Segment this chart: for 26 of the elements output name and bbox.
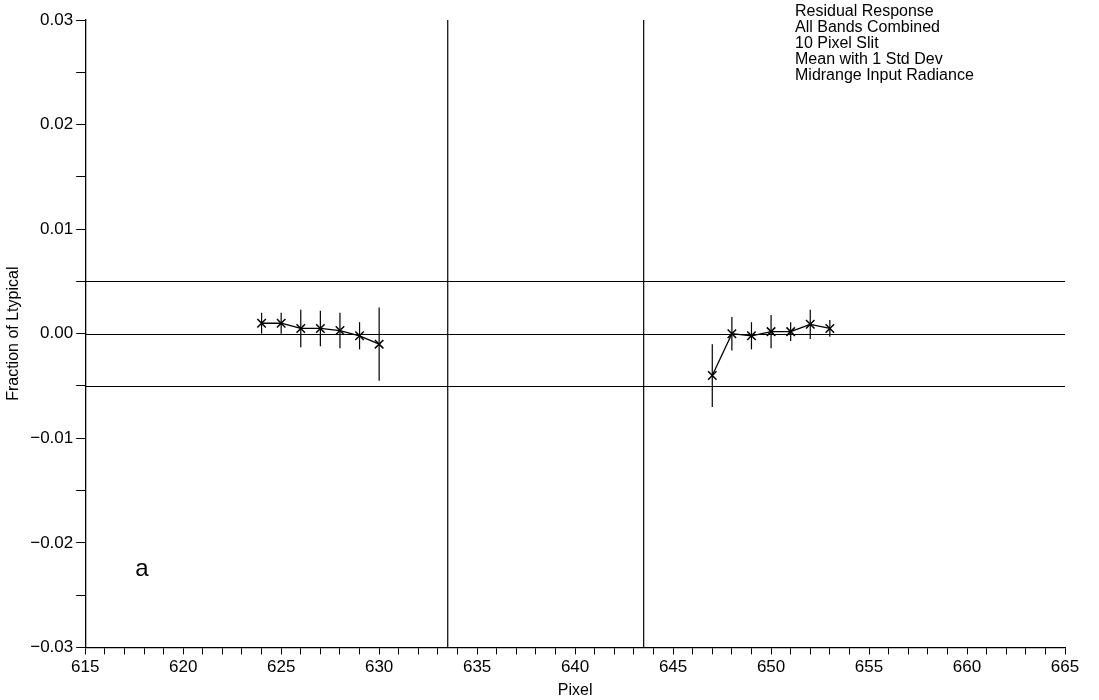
y-tick-label: 0.02 — [40, 114, 74, 134]
x-tick-label: 650 — [756, 657, 786, 677]
x-tick-label: 635 — [462, 657, 492, 677]
annotation: 10 Pixel Slit — [795, 34, 880, 52]
annotation: All Bands Combined — [795, 18, 940, 36]
x-axis-title: Pixel — [557, 680, 593, 698]
x-tick-label: 615 — [71, 657, 100, 677]
x-tick-label: 630 — [364, 657, 394, 677]
annotation: a — [135, 554, 150, 582]
y-tick-label: −0.02 — [30, 532, 74, 552]
x-tick-label: 660 — [952, 657, 982, 677]
x-tick-label: 640 — [560, 657, 590, 677]
y-axis-title: Fraction of Ltypical — [4, 266, 22, 401]
y-tick-label: 0.01 — [40, 218, 74, 238]
x-tick-label: 625 — [266, 657, 296, 677]
y-tick-label: 0.00 — [40, 323, 74, 343]
annotation: Midrange Input Radiance — [795, 66, 974, 84]
x-tick-label: 645 — [658, 657, 688, 677]
y-tick-label: −0.01 — [30, 427, 74, 447]
x-tick-label: 655 — [854, 657, 884, 677]
annotation: Mean with 1 Std Dev — [795, 50, 943, 68]
x-tick-label: 665 — [1050, 657, 1080, 677]
y-tick-label: 0.03 — [40, 9, 74, 29]
y-tick-label: −0.03 — [30, 637, 74, 657]
text: Residual Response — [795, 2, 934, 20]
x-tick-label: 620 — [169, 657, 198, 677]
